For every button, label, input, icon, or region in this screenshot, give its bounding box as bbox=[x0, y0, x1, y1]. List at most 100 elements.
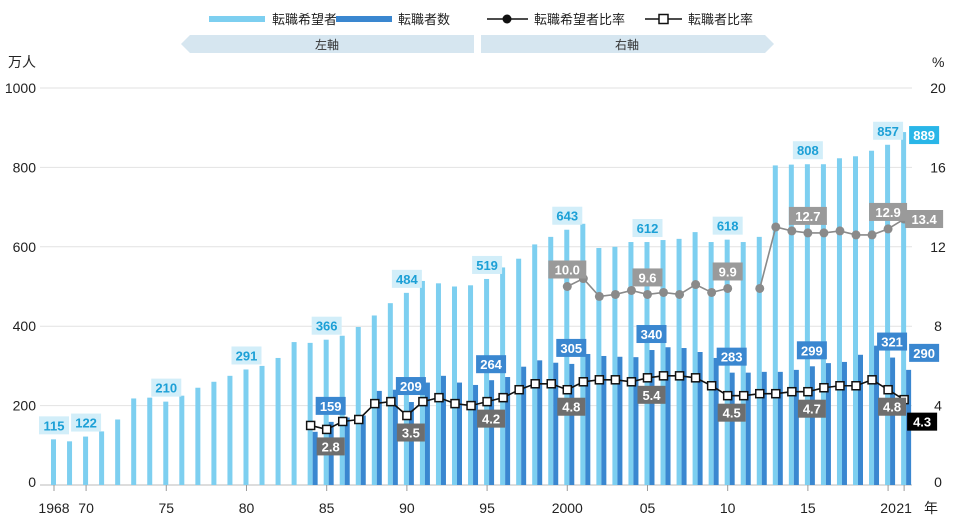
data-labels: 115 122 210 291 366 484 519 643 612 618 808 857 889 1… bbox=[39, 121, 944, 456]
legend-label-hopefuls: 転職希望者 bbox=[272, 12, 337, 27]
change-ratio-point bbox=[835, 381, 845, 391]
change-ratio-point bbox=[690, 373, 701, 383]
changers-bar bbox=[681, 348, 687, 485]
changers-bar bbox=[649, 350, 655, 485]
hopefuls-bar bbox=[51, 439, 56, 485]
hope-ratio-point bbox=[819, 228, 829, 238]
changers-bar bbox=[858, 354, 863, 485]
change-ratio-point bbox=[354, 414, 364, 425]
hope-ratio-point bbox=[867, 230, 877, 240]
changers-bar bbox=[793, 369, 799, 485]
changers-data-label: 264 bbox=[480, 357, 502, 372]
right-tick-label: 8 bbox=[934, 318, 942, 334]
hopefuls-data-label: 889 bbox=[913, 128, 935, 143]
changers-bar bbox=[553, 362, 559, 485]
left-tick-label: 600 bbox=[13, 239, 37, 255]
right-axis-unit: % bbox=[932, 54, 944, 70]
changers-bar bbox=[825, 363, 831, 485]
hopefuls-bar bbox=[195, 387, 201, 485]
x-tick-label: 95 bbox=[479, 500, 495, 516]
changers-bar bbox=[537, 360, 543, 485]
hopefuls-bar bbox=[756, 236, 762, 485]
change-ratio-data-label-box bbox=[878, 397, 907, 416]
x-tick-label: 75 bbox=[158, 500, 174, 516]
change-ratio-data-label: 4.8 bbox=[883, 400, 901, 415]
hope-ratio-point bbox=[610, 289, 620, 299]
hope-ratio-data-label-box bbox=[869, 202, 908, 221]
changers-bar bbox=[344, 417, 350, 485]
hope-ratio-point bbox=[771, 222, 781, 232]
hopefuls-bar bbox=[115, 419, 121, 485]
change-ratio-data-label-box bbox=[637, 385, 666, 404]
hope-ratio-point bbox=[883, 224, 893, 234]
changers-bar bbox=[505, 377, 511, 485]
change-ratio-data-label-box bbox=[797, 399, 826, 418]
hopefuls-bar bbox=[772, 165, 778, 486]
change-ratio-point bbox=[755, 388, 765, 399]
changers-data-label-box bbox=[395, 377, 426, 396]
hopefuls-bar bbox=[836, 158, 842, 486]
changers-data-label: 321 bbox=[881, 335, 903, 350]
changers-bar bbox=[633, 357, 639, 485]
hope-ratio-point bbox=[755, 283, 765, 293]
change-ratio-point bbox=[803, 386, 813, 397]
changers-bar bbox=[440, 375, 446, 485]
changers-data-label-box bbox=[476, 355, 507, 374]
changers-data-label: 290 bbox=[913, 346, 935, 361]
change-ratio-point bbox=[610, 375, 621, 385]
left-tick-label: 200 bbox=[13, 398, 37, 414]
x-tick-label: 15 bbox=[800, 500, 816, 516]
hopefuls-bar bbox=[532, 244, 538, 485]
hope-ratio-point bbox=[787, 226, 797, 236]
hope-ratio-data-label-box bbox=[712, 262, 743, 281]
change-ratio-point bbox=[626, 377, 637, 387]
right-tick-label: 12 bbox=[930, 239, 946, 255]
hopefuls-bar bbox=[708, 242, 714, 485]
hopefuls-bar bbox=[163, 401, 169, 485]
hopefuls-data-label-box bbox=[231, 346, 262, 365]
hopefuls-data-label-box bbox=[632, 219, 663, 238]
change-ratio-point bbox=[851, 381, 861, 391]
x-axis-ticks: 1968 70 75 80 85 90 95 2000 05 10 15 20 21 bbox=[38, 485, 912, 516]
change-ratio-point bbox=[530, 379, 540, 389]
changers-bar bbox=[809, 366, 815, 485]
change-ratio-point bbox=[498, 392, 508, 403]
changers-data-label-box bbox=[716, 347, 747, 366]
hopefuls-data-label-box bbox=[151, 378, 182, 397]
hope-ratio-point bbox=[659, 287, 669, 297]
change-ratio-point bbox=[738, 390, 749, 401]
hopefuls-bar bbox=[387, 303, 393, 485]
x-tick-label: 21 bbox=[896, 500, 912, 516]
changers-data-label-box bbox=[556, 338, 587, 357]
change-ratio-data-label: 5.4 bbox=[642, 388, 661, 403]
legend-label-changers: 転職者数 bbox=[398, 12, 450, 27]
hopefuls-bar bbox=[355, 326, 361, 485]
banner-left-label: 左軸 bbox=[315, 37, 339, 52]
hopefuls-bar bbox=[452, 286, 457, 485]
hopefuls-bar bbox=[901, 132, 907, 485]
x-tick-label: 90 bbox=[399, 500, 415, 516]
hopefuls-bar bbox=[99, 431, 105, 485]
left-axis-ticks: 0 200 400 600 800 1000 bbox=[5, 80, 36, 490]
legend-label-hope-ratio: 転職希望者比率 bbox=[534, 12, 625, 27]
changers-bar bbox=[874, 345, 880, 485]
hope-ratio-data-label-box bbox=[788, 206, 827, 225]
hopefuls-bar bbox=[275, 357, 281, 485]
hopefuls-bar bbox=[692, 232, 698, 485]
hopefuls-bar bbox=[211, 381, 217, 485]
hope-ratio-data-label: 12.9 bbox=[875, 205, 900, 220]
hopefuls-bar bbox=[596, 247, 602, 485]
changers-bar bbox=[392, 389, 398, 485]
changers-data-label: 340 bbox=[641, 327, 663, 342]
hopefuls-bar bbox=[435, 283, 441, 485]
changers-bar bbox=[585, 353, 591, 485]
left-tick-label: 800 bbox=[13, 159, 37, 175]
left-axis-unit: 万人 bbox=[8, 54, 36, 70]
banner-right-label: 右軸 bbox=[615, 37, 639, 52]
hopefuls-data-label-box bbox=[71, 413, 102, 432]
change-ratio-data-label-box bbox=[557, 397, 586, 416]
hopefuls-bar bbox=[468, 285, 474, 485]
legend: 転職希望者 転職者数 転職希望者比率 転職者比率 bbox=[209, 12, 753, 27]
change-ratio-point bbox=[482, 396, 492, 407]
changers-data-label-box bbox=[796, 341, 827, 360]
